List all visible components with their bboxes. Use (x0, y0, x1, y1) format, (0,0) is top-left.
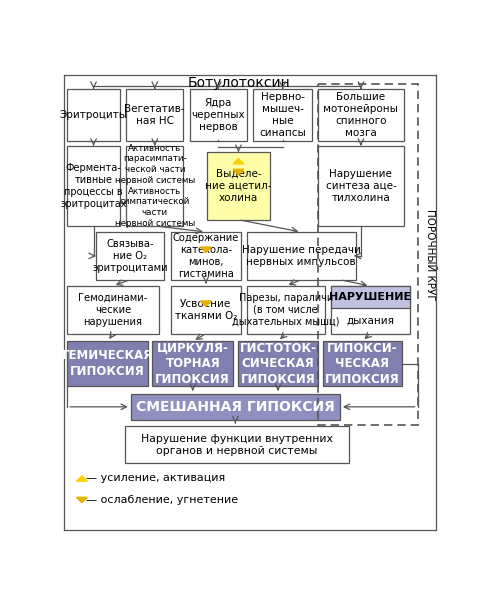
Bar (190, 89, 247, 141)
Text: Нервно-
мышеч-
ные
синапсы: Нервно- мышеч- ные синапсы (259, 92, 306, 138)
Bar (253, 89, 312, 141)
Bar (124, 426, 349, 463)
Text: Ботулотоксин: Ботулотоксин (188, 75, 291, 90)
Text: Нарушение функции внутренних
органов и нервной системы: Нарушение функции внутренних органов и н… (141, 434, 333, 456)
Bar (238, 341, 318, 386)
Polygon shape (233, 159, 244, 164)
Bar (131, 394, 340, 420)
Bar (318, 89, 404, 141)
Bar (67, 89, 120, 141)
Polygon shape (77, 497, 87, 503)
Polygon shape (77, 476, 87, 481)
Polygon shape (201, 301, 211, 306)
Text: ГЕМИЧЕСКАЯ
ГИПОКСИЯ: ГЕМИЧЕСКАЯ ГИПОКСИЯ (62, 349, 153, 378)
Polygon shape (201, 247, 211, 252)
Text: ЦИРКУЛЯ-
ТОРНАЯ
ГИПОКСИЯ: ЦИРКУЛЯ- ТОРНАЯ ГИПОКСИЯ (155, 341, 230, 386)
Bar (96, 232, 164, 280)
Bar (247, 232, 355, 280)
Text: Усвоение
тканями О₂: Усвоение тканями О₂ (175, 299, 237, 321)
Polygon shape (233, 170, 244, 175)
Text: Нарушение передачи
нервных импульсов: Нарушение передачи нервных импульсов (242, 245, 361, 267)
Bar (67, 341, 148, 386)
Bar (171, 232, 241, 280)
Text: Большие
мотонейроны
спинного
мозга: Большие мотонейроны спинного мозга (324, 92, 398, 138)
Text: Активность
парасимпати-
ческой части
нервной системы
Активность
симпатической
ча: Активность парасимпати- ческой части нер… (115, 144, 195, 228)
Text: ПОРОЧНЫЙ КРУГ: ПОРОЧНЫЙ КРУГ (425, 208, 435, 300)
Text: дыхания: дыхания (346, 316, 394, 326)
Text: Вегетатив-
ная НС: Вегетатив- ная НС (124, 104, 185, 126)
Text: Связыва-
ние О₂
эритроцитами: Связыва- ние О₂ эритроцитами (92, 239, 168, 273)
Bar (318, 84, 418, 425)
Text: Гемодинами-
ческие
нарушения: Гемодинами- ческие нарушения (78, 293, 147, 327)
Text: СМЕШАННАЯ ГИПОКСИЯ: СМЕШАННАЯ ГИПОКСИЯ (136, 400, 335, 414)
Text: НАРУШЕНИЕ: НАРУШЕНИЕ (329, 292, 411, 302)
Text: ГИПОКСИ-
ЧЕСКАЯ
ГИПОКСИЯ: ГИПОКСИ- ЧЕСКАЯ ГИПОКСИЯ (325, 341, 400, 386)
Bar (247, 286, 325, 334)
Bar (331, 286, 410, 307)
Bar (67, 286, 159, 334)
Text: Содержание
катехола-
минов,
гистамина: Содержание катехола- минов, гистамина (173, 233, 239, 279)
Bar (318, 146, 404, 226)
Bar (152, 341, 233, 386)
Text: Выделе-
ние ацетил-
холина: Выделе- ние ацетил- холина (205, 169, 272, 203)
Text: — ослабление, угнетение: — ослабление, угнетение (86, 495, 238, 505)
Text: ГИСТОТОК-
СИЧЕСКАЯ
ГИПОКСИЯ: ГИСТОТОК- СИЧЕСКАЯ ГИПОКСИЯ (240, 341, 317, 386)
Text: Парезы, параличи
(в том числе
дыхательных мышц): Парезы, параличи (в том числе дыхательны… (232, 293, 340, 327)
Bar (67, 146, 120, 226)
Bar (207, 152, 270, 220)
Text: Ферментa-
тивные
процессы в
эритроцитах: Ферментa- тивные процессы в эритроцитах (61, 163, 127, 209)
Text: Ядра
черепных
нервов: Ядра черепных нервов (191, 98, 245, 132)
Text: Эритроциты: Эритроциты (60, 110, 127, 120)
Text: Нарушение
синтеза аце-
тилхолина: Нарушение синтеза аце- тилхолина (325, 169, 396, 203)
Bar (126, 89, 183, 141)
Bar (126, 146, 183, 226)
Bar (323, 341, 402, 386)
Text: — усиление, активация: — усиление, активация (86, 473, 225, 483)
Bar (171, 286, 241, 334)
Bar (331, 286, 410, 334)
